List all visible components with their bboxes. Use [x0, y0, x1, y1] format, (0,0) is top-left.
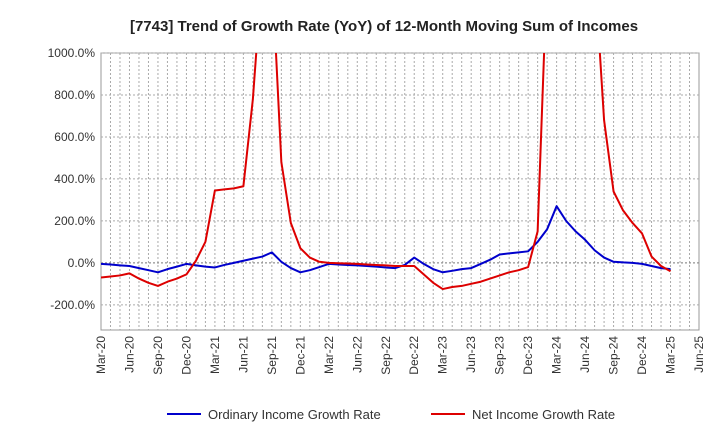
y-axis: 1000.0% 800.0% 600.0% 400.0% 200.0% 0.0% -200.…: [48, 46, 96, 312]
x-tick-label: Jun-22: [350, 336, 364, 373]
x-tick-label: Jun-25: [692, 336, 706, 373]
legend-label: Net Income Growth Rate: [472, 407, 615, 422]
net-income-line: [101, 53, 672, 291]
legend: Ordinary Income Growth Rate Net Income Gr…: [167, 407, 615, 422]
x-tick-label: Dec-22: [407, 336, 421, 375]
x-tick-label: Dec-23: [521, 336, 535, 375]
x-tick-label: Jun-20: [122, 336, 136, 373]
x-tick-label: Mar-22: [322, 336, 336, 374]
x-tick-label: Jun-21: [236, 336, 250, 373]
x-tick-label: Dec-24: [635, 336, 649, 375]
x-tick-label: Mar-23: [436, 336, 450, 374]
x-tick-label: Jun-23: [464, 336, 478, 373]
x-tick-label: Jun-24: [578, 336, 592, 373]
chart-title: [7743] Trend of Growth Rate (YoY) of 12-…: [130, 18, 638, 35]
x-tick-label: Sep-22: [379, 336, 393, 375]
ordinary-income-line: [101, 205, 671, 274]
x-tick-label: Sep-23: [493, 336, 507, 375]
x-tick-label: Mar-20: [94, 336, 108, 374]
y-tick-label: 200.0%: [54, 214, 95, 228]
y-tick-label: 400.0%: [54, 172, 95, 186]
x-tick-label: Mar-21: [208, 336, 222, 374]
x-tick-label: Sep-21: [265, 336, 279, 375]
y-tick-label: 800.0%: [54, 88, 95, 102]
plot-area: [100, 52, 700, 331]
x-tick-label: Dec-21: [293, 336, 307, 375]
y-tick-label: -200.0%: [50, 298, 95, 312]
y-tick-label: 600.0%: [54, 130, 95, 144]
x-tick-label: Sep-20: [151, 336, 165, 375]
y-tick-label: 0.0%: [68, 256, 96, 270]
y-tick-label: 1000.0%: [48, 46, 96, 60]
legend-label: Ordinary Income Growth Rate: [208, 407, 381, 422]
x-tick-label: Dec-20: [179, 336, 193, 375]
x-tick-label: Sep-24: [607, 336, 621, 375]
x-tick-label: Mar-24: [550, 336, 564, 374]
series-lines: [101, 53, 672, 291]
x-axis: Mar-20 Jun-20 Sep-20 Dec-20 Mar-21 Jun-21 Sep-…: [94, 336, 706, 375]
x-tick-label: Mar-25: [664, 336, 678, 374]
